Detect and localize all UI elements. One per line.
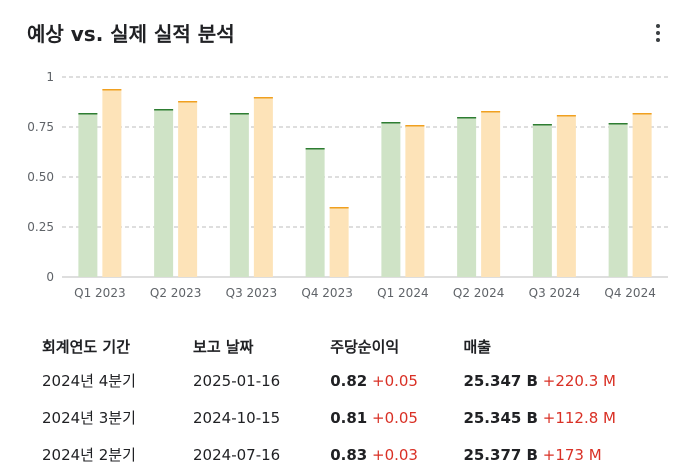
estimate-bar-top: [481, 111, 501, 113]
earnings-bar-chart: 0 0.25 0.50 0.75 1 Q1 2023 Q2 2023 Q3 2023 Q4 20…: [27, 70, 668, 300]
revenue-value: 25.345 B: [463, 408, 538, 427]
row-period: 2024년 2분기: [42, 446, 136, 464]
estimate-bar-top: [632, 113, 652, 115]
y-tick-label: 1: [46, 70, 54, 84]
row-revenue: 25.345 B +112.8 M: [463, 399, 692, 436]
x-tick-label: Q3 2023: [226, 286, 277, 300]
revenue-value: 25.377 B: [463, 445, 538, 464]
estimate-bar: [405, 125, 425, 277]
x-tick-label: Q3 2024: [529, 286, 580, 300]
table-header-row: 회계연도 기간 보고 날짜 주당순이익 매출: [30, 330, 692, 362]
header-revenue: 매출: [463, 337, 492, 356]
eps-value: 0.82: [330, 371, 368, 390]
table-row: 2024년 2분기 2024-07-16 0.83 +0.03 25.377 B…: [30, 436, 692, 473]
row-eps: 0.82 +0.05: [330, 362, 463, 399]
header-date: 보고 날짜: [193, 337, 254, 356]
row-eps: 0.83 +0.03: [330, 436, 463, 473]
actual-bar: [78, 113, 98, 277]
revenue-delta: +220.3 M: [542, 371, 616, 390]
eps-delta: +0.03: [372, 445, 418, 464]
actual-bar-top: [154, 109, 174, 111]
estimate-bar: [329, 207, 349, 277]
actual-bar: [154, 109, 174, 277]
actual-bar: [532, 124, 552, 277]
x-tick-label: Q2 2023: [150, 286, 201, 300]
estimate-bar: [556, 115, 576, 277]
estimate-bar: [632, 113, 652, 277]
x-tick-label: Q2 2024: [453, 286, 504, 300]
row-date: 2024-07-16: [193, 445, 281, 464]
y-tick-label: 0.50: [27, 170, 54, 184]
row-date: 2025-01-16: [193, 371, 281, 390]
revenue-delta: +173 M: [542, 445, 602, 464]
y-tick-label: 0.25: [27, 220, 54, 234]
eps-delta: +0.05: [372, 408, 418, 427]
eps-delta: +0.05: [372, 371, 418, 390]
actual-bar-top: [381, 122, 401, 124]
estimate-bar-top: [556, 115, 576, 117]
y-tick-label: 0: [46, 270, 54, 284]
row-revenue: 25.347 B +220.3 M: [463, 362, 692, 399]
x-tick-label: Q1 2023: [74, 286, 125, 300]
header-eps: 주당순이익: [330, 337, 400, 356]
estimate-bar-top: [405, 125, 425, 127]
revenue-delta: +112.8 M: [542, 408, 616, 427]
row-revenue: 25.377 B +173 M: [463, 436, 692, 473]
x-tick-label: Q4 2024: [604, 286, 655, 300]
actual-bar: [305, 148, 325, 277]
estimate-bar-top: [253, 97, 273, 99]
header-period: 회계연도 기간: [42, 337, 131, 356]
row-period: 2024년 3분기: [42, 409, 136, 427]
actual-bar-top: [457, 117, 477, 119]
estimate-bar-top: [329, 207, 349, 209]
actual-bar: [457, 117, 477, 277]
estimate-bar: [253, 97, 273, 277]
estimate-bar: [481, 111, 501, 277]
x-tick-label: Q1 2024: [377, 286, 428, 300]
estimate-bar-top: [178, 101, 198, 103]
row-date: 2024-10-15: [193, 408, 281, 427]
actual-bar: [229, 113, 249, 277]
card-title: 예상 vs. 실제 실적 분석: [27, 22, 235, 46]
actual-bar: [608, 123, 628, 277]
eps-value: 0.81: [330, 408, 368, 427]
row-period: 2024년 4분기: [42, 372, 136, 390]
actual-bar: [381, 122, 401, 277]
revenue-value: 25.347 B: [463, 371, 538, 390]
table-row: 2024년 4분기 2025-01-16 0.82 +0.05 25.347 B…: [30, 362, 692, 399]
actual-bar-top: [305, 148, 325, 150]
eps-value: 0.83: [330, 445, 368, 464]
actual-bar-top: [229, 113, 249, 115]
earnings-table: 회계연도 기간 보고 날짜 주당순이익 매출 2024년 4분기 2025-01…: [30, 330, 692, 473]
actual-bar-top: [532, 124, 552, 126]
actual-bar-top: [78, 113, 98, 115]
estimate-bar: [178, 101, 198, 277]
estimate-bar-top: [102, 89, 122, 91]
row-eps: 0.81 +0.05: [330, 399, 463, 436]
more-vert-icon[interactable]: [648, 22, 668, 46]
table-row: 2024년 3분기 2024-10-15 0.81 +0.05 25.345 B…: [30, 399, 692, 436]
x-tick-label: Q4 2023: [301, 286, 352, 300]
y-tick-label: 0.75: [27, 120, 54, 134]
actual-bar-top: [608, 123, 628, 125]
estimate-bar: [102, 89, 122, 277]
